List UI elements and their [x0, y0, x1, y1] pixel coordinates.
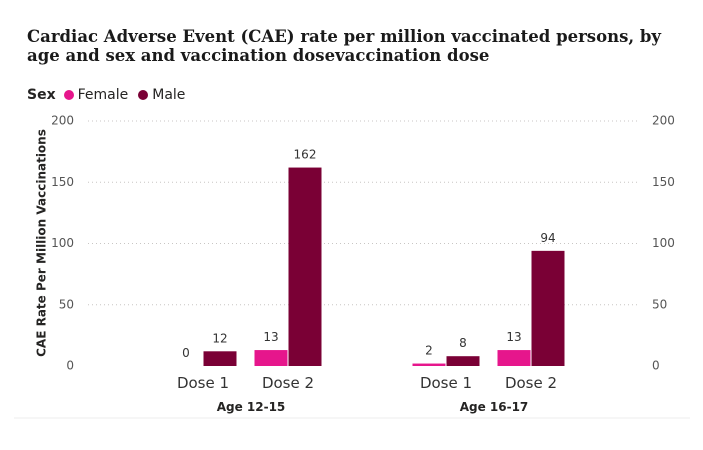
y-axis-right: 0 50 100 150 200 — [652, 114, 675, 373]
bar-female — [497, 350, 531, 366]
legend-item-male[interactable]: Male — [138, 87, 185, 103]
x-category-label: Dose 2 — [262, 374, 314, 392]
legend-label-male: Male — [152, 87, 186, 103]
x-group-label: Age 12-15 — [217, 400, 286, 414]
bar-female — [412, 363, 446, 366]
x-axis-categories: Dose 1 Dose 2 Dose 1 Dose 2 — [177, 374, 557, 392]
x-group-label: Age 16-17 — [460, 400, 529, 414]
x-category-label: Dose 1 — [420, 374, 472, 392]
bar-male — [531, 250, 565, 366]
data-label: 162 — [294, 148, 317, 162]
legend-swatch-male — [138, 90, 149, 100]
y-tick-label-left: 100 — [51, 236, 74, 250]
bar-male — [203, 351, 237, 366]
data-label: 8 — [459, 336, 467, 350]
y-axis-title: CAE Rate Per Million Vaccinations — [35, 129, 49, 357]
bar-male — [446, 356, 480, 366]
y-tick-label-right: 150 — [652, 175, 675, 189]
y-tick-label-right: 50 — [652, 297, 667, 311]
data-label: 94 — [540, 231, 555, 245]
y-tick-label-right: 200 — [652, 114, 675, 128]
y-tick-label-left: 0 — [66, 359, 74, 373]
x-axis-groups: Age 12-15 Age 16-17 — [217, 400, 529, 414]
legend-label-female: Female — [77, 87, 129, 103]
bars — [203, 167, 565, 366]
data-label: 0 — [182, 346, 190, 360]
y-tick-label-left: 50 — [59, 297, 74, 311]
chart-title: Cardiac Adverse Event (CAE) rate per mil… — [27, 27, 661, 65]
y-tick-label-left: 150 — [51, 175, 74, 189]
data-label: 13 — [506, 330, 521, 344]
legend-item-female[interactable]: Female — [63, 87, 129, 103]
data-label: 12 — [212, 331, 227, 345]
y-tick-label-left: 200 — [51, 114, 74, 128]
data-label: 13 — [263, 330, 278, 344]
y-tick-label-right: 100 — [652, 236, 675, 250]
bar-female — [254, 350, 288, 366]
y-tick-label-right: 0 — [652, 359, 660, 373]
legend-title: Sex — [27, 87, 56, 103]
legend-swatch-female — [63, 90, 74, 100]
y-axis-left: 0 50 100 150 200 — [51, 114, 74, 373]
legend: Sex Female Male — [27, 86, 195, 104]
x-category-label: Dose 2 — [505, 374, 557, 392]
bar-male — [288, 167, 322, 366]
data-label: 2 — [425, 344, 433, 358]
x-category-label: Dose 1 — [177, 374, 229, 392]
data-labels: 0 12 13 162 2 8 13 94 — [182, 148, 555, 360]
